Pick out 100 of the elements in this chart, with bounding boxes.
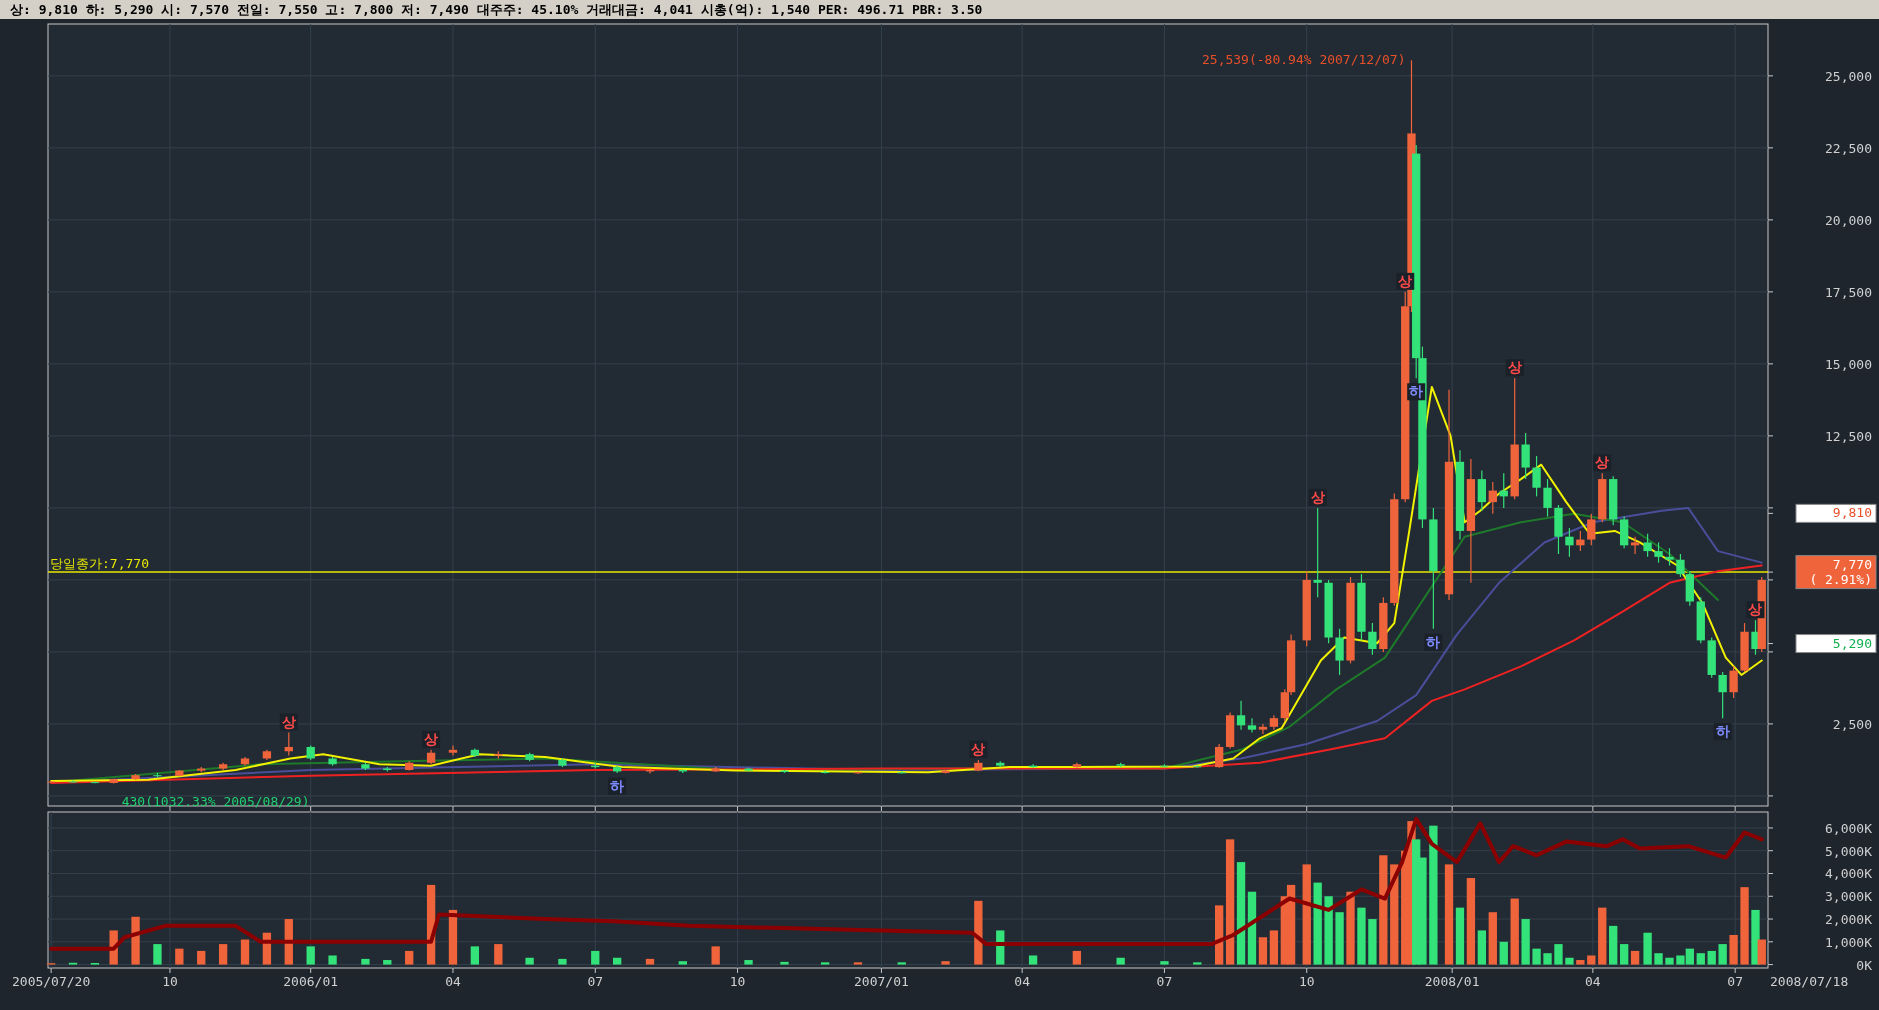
y-tick-label: 7,770 ( 2.91%) [1809, 556, 1872, 587]
annotation: 하 [1426, 633, 1441, 650]
y-tick-label: 15,000 [1825, 356, 1872, 372]
annotation: 430(1032.33% 2005/08/29) [121, 793, 310, 809]
annotation: 상 [1748, 601, 1763, 618]
bar [744, 960, 753, 965]
x-tick-label: 10 [729, 974, 746, 989]
annotation: 하 [610, 777, 625, 794]
y-tick-label: 22,500 [1825, 140, 1872, 156]
annotation: 상 [1595, 454, 1610, 471]
candlestick [1521, 432, 1530, 480]
bar [1643, 932, 1652, 965]
candlestick [1335, 628, 1344, 676]
candlestick [1368, 622, 1377, 656]
bar [1554, 944, 1563, 965]
candlestick [1630, 536, 1640, 555]
y-tick-label: 3,000K [1825, 889, 1873, 905]
bar [1598, 907, 1607, 965]
bar [1072, 950, 1082, 965]
bar [1269, 930, 1279, 965]
bar [448, 909, 458, 965]
bar [1324, 896, 1333, 965]
x-tick-label: 07 [1727, 974, 1743, 989]
annotation: 상 [424, 730, 439, 747]
ref-line-label: 당일종가:7,770 [50, 556, 149, 572]
y-tick-label: 20,000 [1825, 212, 1872, 228]
bar [974, 900, 983, 965]
bar [853, 962, 863, 965]
y-tick-label: 17,500 [1825, 284, 1872, 300]
bar [1532, 948, 1541, 965]
bar [1565, 957, 1574, 965]
bar [897, 962, 906, 965]
line-series [49, 816, 1764, 951]
bar [525, 957, 534, 965]
x-tick-label: 10 [1298, 974, 1315, 989]
annotation: 상 [971, 740, 986, 757]
bar [1718, 944, 1727, 965]
candlestick [1676, 553, 1685, 578]
bar [1215, 905, 1224, 965]
bar [1609, 925, 1618, 965]
x-tick-label: 04 [445, 974, 461, 989]
x-tick-label: 07 [587, 974, 604, 989]
bar [1368, 919, 1377, 965]
bar [1587, 955, 1596, 965]
annotation: 하 [1409, 383, 1424, 400]
bar [1193, 962, 1202, 965]
y-tick-label: 2,500 [1832, 716, 1872, 732]
bar [131, 916, 140, 965]
bar [1258, 937, 1268, 965]
bar [1466, 878, 1476, 965]
candlestick [1643, 533, 1652, 558]
bar [494, 944, 503, 965]
bar [1729, 934, 1738, 965]
y-tick-label: 1,000K [1825, 934, 1873, 950]
bar [1707, 950, 1716, 965]
y-tick-label: 2,000K [1825, 912, 1873, 928]
bar [1247, 891, 1257, 965]
candlestick [1565, 527, 1574, 558]
candlestick [448, 744, 458, 757]
candlestick [1488, 481, 1497, 515]
candlestick [1477, 469, 1487, 512]
bar [306, 946, 315, 965]
chart-title: 상: 9,810 하: 5,290 시: 7,570 전일: 7,550 고: 7,800 저: 7,490 대주주: 45.10% 거래대금: 4,041 시총(억): 1,540 PER: 496.71 PBR: 3.50 [10, 2, 983, 17]
bar [1313, 882, 1322, 965]
candlestick [1313, 507, 1322, 598]
candlestick [1543, 478, 1552, 518]
candlestick [1247, 717, 1257, 734]
bar [405, 950, 414, 965]
candlestick [1729, 665, 1738, 699]
candlestick [1654, 541, 1663, 564]
bar [1455, 907, 1465, 965]
candlestick [1718, 671, 1727, 719]
bar [1236, 862, 1246, 965]
bar [1576, 960, 1585, 965]
bar [613, 957, 622, 965]
bar [1477, 930, 1487, 965]
annotation: 상 [1310, 488, 1325, 505]
y-tick-label: 9,810 [1832, 505, 1872, 521]
bar [941, 961, 950, 965]
y-tick-label: 12,500 [1825, 428, 1872, 444]
bar [1696, 953, 1705, 965]
y-tick-label: 5,000K [1825, 843, 1873, 859]
annotation: 상 [1507, 359, 1522, 376]
x-tick-label: 04 [1014, 974, 1031, 989]
bar [240, 939, 250, 965]
y-tick-label: 4,000K [1825, 866, 1873, 882]
candlestick [1236, 700, 1246, 731]
bar [1379, 855, 1388, 965]
bar [591, 950, 600, 965]
bar [1740, 887, 1749, 965]
bar [558, 958, 567, 965]
bar [1346, 891, 1355, 965]
bar [1510, 898, 1519, 965]
candlestick [1532, 455, 1541, 497]
candlestick [1215, 743, 1224, 769]
bar [1302, 864, 1311, 965]
candlestick [1587, 513, 1596, 546]
candlestick [68, 779, 78, 783]
bar [1357, 907, 1366, 965]
annotation: 25,539(-80.94% 2007/12/07) [1201, 52, 1406, 68]
